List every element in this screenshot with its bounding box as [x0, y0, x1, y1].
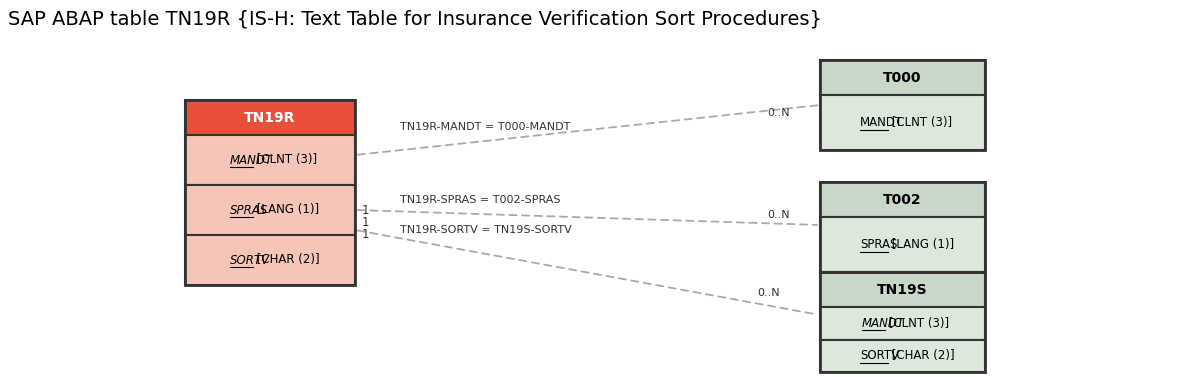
- Text: T000: T000: [883, 70, 922, 84]
- Text: 0..N: 0..N: [767, 108, 790, 118]
- Text: [CLNT (3)]: [CLNT (3)]: [887, 116, 952, 129]
- Text: 1: 1: [361, 204, 370, 216]
- Text: 1: 1: [361, 227, 370, 241]
- Text: MANDT: MANDT: [859, 116, 904, 129]
- Text: SORTV: SORTV: [230, 253, 269, 267]
- Text: 1: 1: [361, 216, 370, 228]
- Bar: [820, 272, 985, 372]
- Bar: [820, 60, 985, 150]
- Text: TN19R-SPRAS = T002-SPRAS: TN19R-SPRAS = T002-SPRAS: [400, 195, 560, 205]
- Bar: [186, 100, 356, 135]
- Bar: [186, 100, 356, 285]
- Text: [CLNT (3)]: [CLNT (3)]: [886, 317, 949, 330]
- Bar: [186, 135, 356, 185]
- Bar: [820, 95, 985, 150]
- Bar: [186, 185, 356, 235]
- Text: SORTV: SORTV: [859, 349, 899, 362]
- Bar: [186, 235, 356, 285]
- Text: [CHAR (2)]: [CHAR (2)]: [887, 349, 954, 362]
- Text: T002: T002: [883, 193, 922, 207]
- Text: [LANG (1)]: [LANG (1)]: [887, 238, 954, 251]
- Text: [CHAR (2)]: [CHAR (2)]: [253, 253, 320, 267]
- Bar: [820, 60, 985, 95]
- Text: SPRAS: SPRAS: [230, 204, 268, 216]
- Text: SPRAS: SPRAS: [859, 238, 898, 251]
- Text: 0..N: 0..N: [767, 210, 790, 220]
- Text: MANDT: MANDT: [230, 153, 273, 167]
- Text: MANDT: MANDT: [862, 317, 905, 330]
- Bar: [820, 340, 985, 372]
- Bar: [820, 182, 985, 272]
- Text: SAP ABAP table TN19R {IS-H: Text Table for Insurance Verification Sort Procedure: SAP ABAP table TN19R {IS-H: Text Table f…: [8, 10, 822, 29]
- Text: TN19S: TN19S: [877, 282, 928, 296]
- Text: TN19R: TN19R: [244, 110, 296, 124]
- Bar: [820, 182, 985, 217]
- Text: [LANG (1)]: [LANG (1)]: [253, 204, 320, 216]
- Text: 0..N: 0..N: [758, 288, 780, 298]
- Text: TN19R-SORTV = TN19S-SORTV: TN19R-SORTV = TN19S-SORTV: [400, 225, 572, 235]
- Bar: [820, 217, 985, 272]
- Bar: [820, 272, 985, 307]
- Text: [CLNT (3)]: [CLNT (3)]: [253, 153, 317, 167]
- Text: TN19R-MANDT = T000-MANDT: TN19R-MANDT = T000-MANDT: [400, 122, 571, 132]
- Bar: [820, 307, 985, 340]
